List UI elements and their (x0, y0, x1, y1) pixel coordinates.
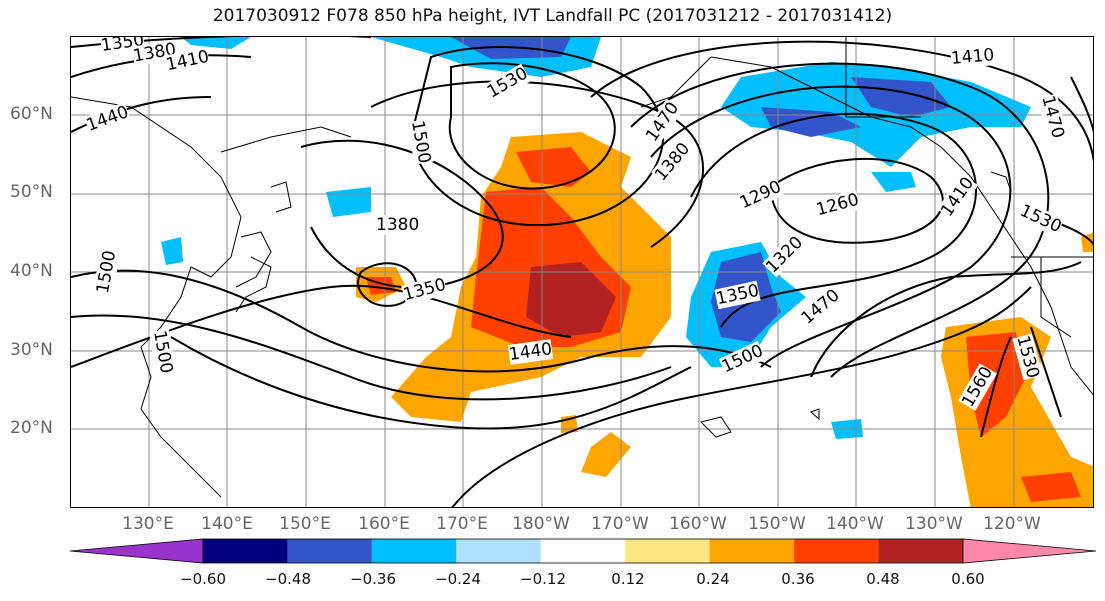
lon-label: 150°W (748, 514, 806, 534)
colorbar-tick-label: −0.12 (520, 570, 566, 588)
contour-line (980, 336, 1012, 438)
coastline (1040, 257, 1072, 338)
contour-line (170, 336, 692, 430)
colorbar-tick-label: 0.36 (781, 570, 815, 588)
chart-title: 2017030912 F078 850 hPa height, IVT Land… (212, 6, 893, 26)
lat-label: 60°N (10, 104, 53, 124)
contour-line (451, 286, 1032, 507)
contour-line (1070, 76, 1093, 133)
colorbar-tick-label: −0.60 (180, 570, 226, 588)
colorbar-tick-label: 0.24 (696, 570, 730, 588)
coastline (810, 408, 820, 421)
coastlines (71, 37, 1093, 498)
colorbar-block (878, 539, 963, 563)
coastline (71, 96, 242, 498)
lon-label: 140°E (201, 514, 253, 534)
contour-line (71, 284, 572, 368)
coastline (220, 126, 352, 153)
shade-region (871, 172, 916, 192)
lon-label: 160°E (358, 514, 410, 534)
colorbar-block (794, 539, 879, 563)
colorbar-tick-label: 0.12 (611, 570, 645, 588)
coastline (640, 56, 712, 108)
graticule (71, 37, 1093, 507)
colorbar-tick-label: −0.36 (350, 570, 396, 588)
lat-label: 20°N (10, 418, 53, 438)
colorbar-tick-label: 0.48 (866, 570, 900, 588)
lat-label: 50°N (10, 182, 53, 202)
contour-line (357, 262, 418, 307)
colorbar-tick-label: −0.24 (435, 570, 481, 588)
colorbar-tick-label: −0.48 (265, 570, 311, 588)
lon-label: 150°E (279, 514, 331, 534)
shade-region (1081, 232, 1093, 252)
colorbar-extend-high (962, 538, 1097, 564)
shade-region (181, 37, 251, 49)
contour-line (630, 62, 1050, 378)
coastline (235, 256, 272, 313)
map-plot-area: 1350 1380 1410 1440 1530 1500 1470 1380 … (70, 36, 1094, 508)
shade-region (161, 237, 183, 265)
coastline (235, 231, 272, 288)
lon-label: 160°W (669, 514, 727, 534)
contour-line (769, 157, 944, 244)
colorbar-block (203, 539, 288, 563)
colorbar (69, 538, 1097, 564)
lat-label: 30°N (10, 340, 53, 360)
lon-label: 170°W (591, 514, 649, 534)
shade-region (966, 332, 1026, 437)
coastline (990, 171, 1012, 193)
lon-label: 130°W (905, 514, 963, 534)
contour-label: 1410 (950, 45, 996, 69)
colorbar-block (625, 539, 710, 563)
contour-line (71, 314, 672, 401)
shade-region (516, 147, 591, 187)
shade-region (526, 262, 616, 337)
lon-label: 170°E (436, 514, 488, 534)
colorbar-block (709, 539, 795, 563)
lon-label: 130°E (122, 514, 174, 534)
contour-line (1030, 326, 1062, 418)
contour-line (690, 112, 977, 328)
contour-line (650, 85, 1012, 368)
colorbar-block (456, 539, 541, 563)
lon-label: 180°W (512, 514, 570, 534)
shade-region (1021, 472, 1081, 502)
colorbar-block (540, 539, 626, 563)
lon-label: 140°W (826, 514, 884, 534)
contour-line (448, 62, 616, 190)
coastline (700, 416, 732, 438)
contour-label: 1380 (376, 215, 420, 235)
colorbar-tick-label: 0.60 (951, 570, 985, 588)
shade-region (581, 432, 631, 477)
shade-region (851, 77, 951, 117)
coastline (710, 56, 1093, 396)
colorbar-block (287, 539, 372, 563)
colorbar-block (371, 539, 457, 563)
colorbar-extend-low (69, 538, 204, 564)
coastline (270, 181, 292, 213)
lon-label: 120°W (983, 514, 1041, 534)
lat-label: 40°N (10, 261, 53, 281)
contour-line (810, 261, 1082, 378)
shade-region (326, 187, 371, 217)
contour-line (71, 269, 772, 373)
